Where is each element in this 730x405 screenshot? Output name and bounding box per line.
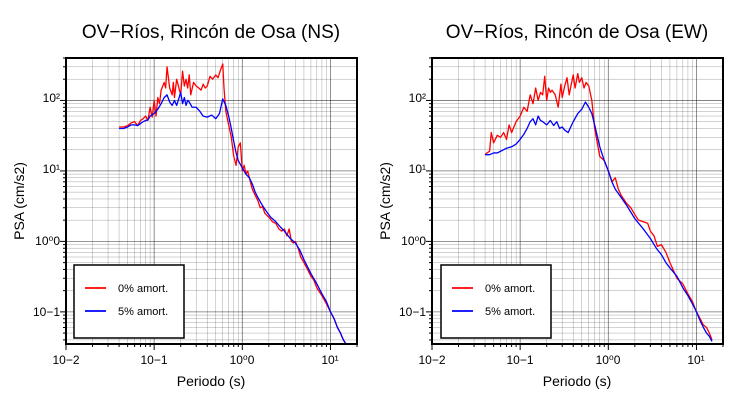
- x-axis-label: Periodo (s): [543, 373, 611, 389]
- chart-panel-ns: OV−Ríos, Rincón de Osa (NS) 10−2 10−1 10…: [11, 22, 358, 389]
- chart-title: OV−Ríos, Rincón de Osa (EW): [446, 22, 708, 43]
- legend-box: [73, 264, 185, 339]
- x-tick-labels: 10−2 10−1 10⁰0 10¹: [52, 353, 338, 367]
- legend-label: 5% amort.: [118, 306, 168, 318]
- series-line-damped: [485, 101, 713, 342]
- y-tick-label: 10¹: [43, 162, 60, 176]
- x-tick-label: 10−1: [506, 353, 533, 367]
- legend: 0% amort. 5% amort.: [440, 264, 552, 339]
- x-tick-label: 10⁰0: [596, 353, 621, 367]
- y-tick-labels: 10−1 10⁰0 10¹ 10²: [399, 91, 426, 319]
- x-tick-label: 10¹: [321, 353, 338, 367]
- series-layer: [484, 72, 713, 342]
- y-tick-labels: 10−1 10⁰0 10¹ 10²: [33, 91, 60, 319]
- x-axis-label: Periodo (s): [177, 373, 245, 389]
- plot-frame: [431, 57, 724, 345]
- chart-title: OV−Ríos, Rincón de Osa (NS): [82, 22, 340, 43]
- x-tick-label: 10−2: [418, 353, 445, 367]
- legend-label: 5% amort.: [485, 306, 535, 318]
- series-line-undamped: [484, 72, 713, 341]
- y-axis-label: PSA (cm/s2): [11, 162, 27, 240]
- legend-label: 0% amort.: [485, 283, 535, 295]
- y-tick-label: 10¹: [409, 162, 426, 176]
- x-tick-label: 10⁰0: [230, 353, 255, 367]
- series-layer: [119, 63, 347, 345]
- y-axis-label: PSA (cm/s2): [377, 162, 393, 240]
- y-tick-label: 10−1: [399, 305, 426, 319]
- x-tick-label: 10−1: [140, 353, 167, 367]
- plot-frame: [65, 57, 358, 345]
- legend-label: 0% amort.: [118, 283, 168, 295]
- y-tick-label: 10²: [43, 91, 60, 105]
- y-tick-label: 10²: [409, 91, 426, 105]
- x-tick-labels: 10−2 10−1 10⁰0 10¹: [418, 353, 704, 367]
- x-tick-label: 10¹: [687, 353, 704, 367]
- y-tick-label: 10⁰0: [401, 234, 426, 248]
- chart-panel-ew: OV−Ríos, Rincón de Osa (EW) 10−2 10−1 10…: [377, 22, 724, 389]
- tick-marks: [426, 57, 724, 350]
- legend: 0% amort. 5% amort.: [73, 264, 185, 339]
- y-tick-label: 10⁰0: [35, 234, 60, 248]
- tick-marks: [60, 57, 358, 350]
- y-tick-label: 10−1: [33, 305, 60, 319]
- x-tick-label: 10−2: [52, 353, 79, 367]
- series-line-damped: [119, 91, 347, 345]
- legend-box: [440, 264, 552, 339]
